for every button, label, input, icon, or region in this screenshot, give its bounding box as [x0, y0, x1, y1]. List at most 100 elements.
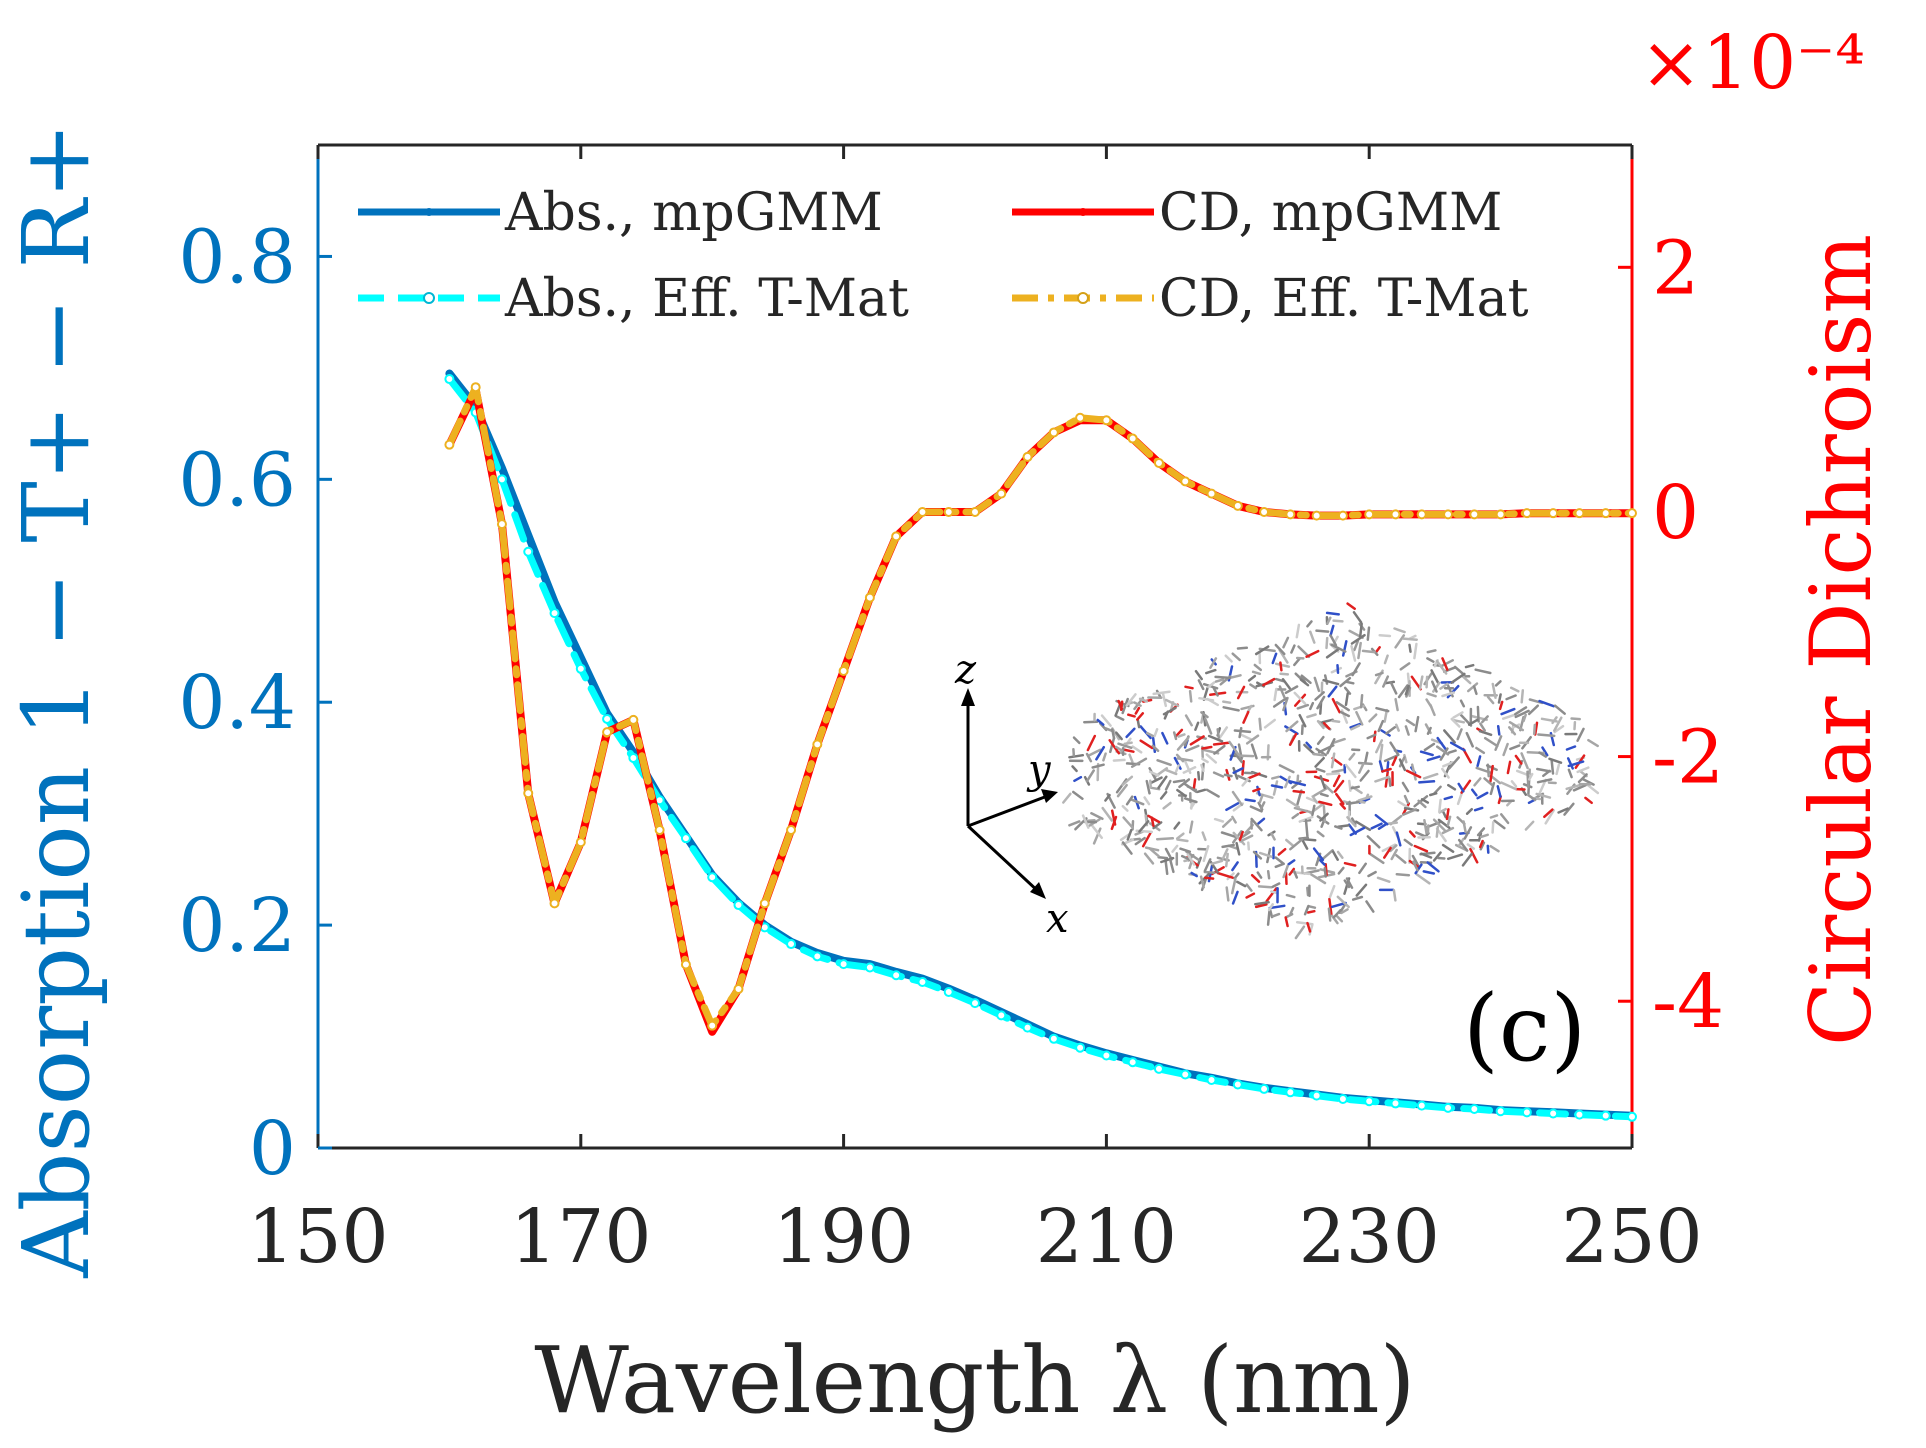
- molecule-bond: [1522, 690, 1523, 702]
- molecule-bond: [1314, 754, 1324, 755]
- molecule-bond: [1190, 691, 1191, 701]
- data-point: [1102, 416, 1110, 424]
- data-point: [603, 728, 611, 736]
- data-point: [761, 899, 769, 907]
- molecule-bond: [1268, 909, 1270, 924]
- molecule-bond: [1352, 787, 1359, 788]
- data-point: [892, 532, 900, 540]
- data-point: [1260, 1085, 1268, 1093]
- data-point: [1286, 510, 1294, 518]
- molecule-bond: [1239, 756, 1253, 757]
- data-point: [1602, 509, 1610, 517]
- data-point: [1076, 414, 1084, 422]
- data-point: [1234, 1080, 1242, 1088]
- x-tick-label: 230: [1299, 1194, 1440, 1280]
- molecule-bond: [1281, 674, 1288, 675]
- molecule-bond: [1360, 624, 1362, 637]
- molecule-bond: [1394, 890, 1396, 900]
- molecule-bond: [1286, 873, 1287, 884]
- molecule-bond: [1159, 857, 1167, 858]
- data-point: [708, 1022, 716, 1030]
- data-point: [1208, 490, 1216, 498]
- molecule-bond: [1307, 888, 1308, 895]
- molecule-bond: [1493, 822, 1494, 832]
- molecule-bond: [1114, 760, 1125, 761]
- molecule-bond: [1298, 776, 1299, 782]
- molecule-bond: [1317, 631, 1329, 632]
- data-point: [682, 834, 690, 842]
- molecule-bond: [1361, 695, 1362, 707]
- molecule-bond: [1338, 665, 1339, 672]
- legend-marker-cd-eff: [1078, 293, 1088, 303]
- molecule-bond: [1248, 843, 1249, 850]
- molecule-bond: [1349, 781, 1350, 791]
- y-left-axis-label: Absorption 1 − T+ − R+: [3, 122, 110, 1279]
- data-point: [866, 594, 874, 602]
- data-point: [551, 609, 559, 617]
- legend-label-abs-mpgmm: Abs., mpGMM: [504, 183, 883, 243]
- x-tick-label: 250: [1561, 1194, 1702, 1280]
- molecule-bond: [1427, 677, 1428, 687]
- data-point: [603, 715, 611, 723]
- molecule-bond: [1128, 715, 1134, 717]
- y-left-tick-label: 0.2: [178, 883, 296, 969]
- molecule-bond: [1198, 772, 1199, 779]
- x-tick-label: 210: [1036, 1194, 1177, 1280]
- molecule-bond: [1194, 779, 1195, 787]
- data-point: [1391, 510, 1399, 518]
- molecule-bond: [1346, 682, 1353, 684]
- molecule-bond: [1157, 838, 1173, 839]
- data-point: [1181, 477, 1189, 485]
- molecule-bond: [1327, 613, 1339, 615]
- molecule-bond: [1235, 731, 1250, 732]
- data-point: [1339, 512, 1347, 520]
- y-right-tick-label: 2: [1652, 225, 1699, 311]
- data-point: [1497, 510, 1505, 518]
- data-point: [1497, 1107, 1505, 1115]
- data-point: [629, 754, 637, 762]
- legend-label-cd-eff: CD, Eff. T-Mat: [1159, 269, 1529, 329]
- molecule-bond: [1333, 721, 1340, 722]
- data-point: [1313, 1092, 1321, 1100]
- data-point: [1523, 509, 1531, 517]
- y-left-tick-label: 0: [249, 1106, 296, 1192]
- data-point: [971, 999, 979, 1007]
- data-point: [1313, 512, 1321, 520]
- x-axis-label: Wavelength λ (nm): [534, 1327, 1415, 1434]
- inset-z-label: z: [954, 647, 977, 693]
- molecule-bond: [1223, 702, 1230, 703]
- molecule-bond: [1280, 663, 1281, 671]
- molecule-bond: [1438, 858, 1444, 859]
- data-point: [1523, 1108, 1531, 1116]
- x-tick-label: 170: [510, 1194, 651, 1280]
- y-right-tick-label: 0: [1652, 470, 1699, 556]
- data-point: [682, 961, 690, 969]
- molecule-bond: [1226, 854, 1228, 866]
- molecule-bond: [1125, 743, 1132, 744]
- molecule-bond: [1174, 780, 1184, 782]
- data-point: [524, 548, 532, 556]
- molecule-bond: [1308, 911, 1314, 912]
- molecule-bond: [1112, 730, 1114, 739]
- data-point: [1365, 510, 1373, 518]
- data-point: [445, 441, 453, 449]
- data-point: [997, 1011, 1005, 1019]
- data-point: [1549, 509, 1557, 517]
- data-point: [1470, 510, 1478, 518]
- data-point: [813, 952, 821, 960]
- data-point: [1260, 508, 1268, 516]
- molecule-bond: [1380, 635, 1390, 636]
- y-right-tick-label: -4: [1652, 959, 1724, 1045]
- molecule-bond: [1268, 871, 1269, 878]
- data-point: [708, 873, 716, 881]
- legend-marker-abs-mpgmm: [425, 208, 433, 216]
- data-point: [1339, 1095, 1347, 1103]
- molecule-bond: [1347, 802, 1359, 804]
- legend-marker-abs-eff: [424, 293, 434, 303]
- y-right-axis-label: Circular Dichroism: [1792, 234, 1890, 1046]
- data-point: [577, 838, 585, 846]
- molecule-bond: [1534, 725, 1535, 734]
- molecule-bond: [1225, 775, 1232, 776]
- data-point: [945, 508, 953, 516]
- molecule-bond: [1205, 872, 1215, 873]
